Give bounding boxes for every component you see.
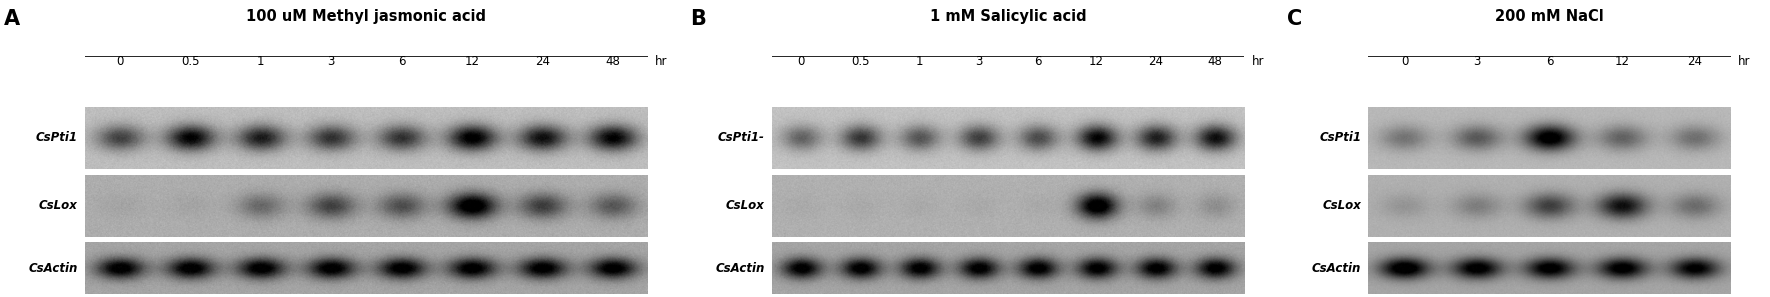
Text: A: A xyxy=(4,9,19,29)
Text: 24: 24 xyxy=(535,56,550,68)
Text: 6: 6 xyxy=(1545,56,1554,68)
Text: C: C xyxy=(1287,9,1303,29)
Text: CsPti1-: CsPti1- xyxy=(719,132,765,144)
Text: hr: hr xyxy=(655,56,667,68)
Text: 1 mM Salicylic acid: 1 mM Salicylic acid xyxy=(929,9,1087,24)
Text: CsPti1: CsPti1 xyxy=(1319,132,1361,144)
Text: 0: 0 xyxy=(798,56,805,68)
Text: 48: 48 xyxy=(1207,56,1223,68)
Text: CsLox: CsLox xyxy=(726,199,765,212)
Text: 24: 24 xyxy=(1149,56,1163,68)
Text: 12: 12 xyxy=(1614,56,1630,68)
Text: 24: 24 xyxy=(1687,56,1703,68)
Text: CsLox: CsLox xyxy=(39,199,78,212)
Text: CsPti1: CsPti1 xyxy=(35,132,78,144)
Text: 3: 3 xyxy=(327,56,335,68)
Text: 1: 1 xyxy=(257,56,264,68)
Text: hr: hr xyxy=(1251,56,1264,68)
Text: 48: 48 xyxy=(605,56,620,68)
Text: 0.5: 0.5 xyxy=(181,56,200,68)
Text: 12: 12 xyxy=(464,56,480,68)
Text: CsActin: CsActin xyxy=(715,262,765,275)
Text: B: B xyxy=(690,9,706,29)
Text: 1: 1 xyxy=(915,56,924,68)
Text: CsLox: CsLox xyxy=(1322,199,1361,212)
Text: 100 uM Methyl jasmonic acid: 100 uM Methyl jasmonic acid xyxy=(246,9,487,24)
Text: CsActin: CsActin xyxy=(1312,262,1361,275)
Text: 0.5: 0.5 xyxy=(851,56,869,68)
Text: CsActin: CsActin xyxy=(28,262,78,275)
Text: 12: 12 xyxy=(1089,56,1104,68)
Text: 3: 3 xyxy=(1473,56,1481,68)
Text: 3: 3 xyxy=(975,56,982,68)
Text: hr: hr xyxy=(1738,56,1751,68)
Text: 200 mM NaCl: 200 mM NaCl xyxy=(1496,9,1604,24)
Text: 6: 6 xyxy=(1034,56,1041,68)
Text: 0: 0 xyxy=(1400,56,1409,68)
Text: 0: 0 xyxy=(117,56,124,68)
Text: 6: 6 xyxy=(398,56,405,68)
